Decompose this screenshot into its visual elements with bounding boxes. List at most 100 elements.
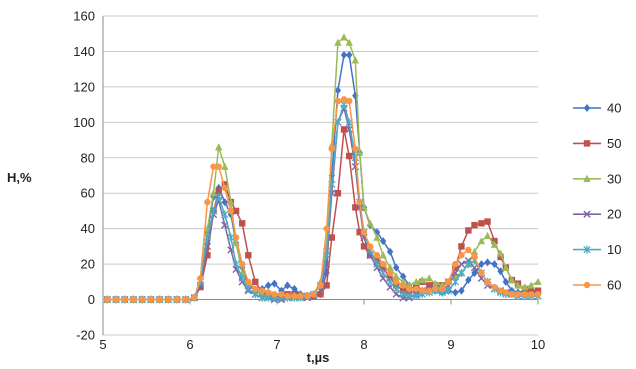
data-point-10 bbox=[405, 292, 413, 301]
data-point-60 bbox=[328, 145, 336, 153]
data-point-60 bbox=[271, 291, 278, 298]
data-point-60 bbox=[432, 285, 439, 293]
data-point-40 bbox=[379, 237, 387, 246]
data-point-60 bbox=[165, 296, 172, 303]
data-point-40 bbox=[399, 272, 407, 281]
data-point-60 bbox=[334, 97, 342, 105]
x-tick-label: 5 bbox=[99, 337, 106, 352]
data-point-50 bbox=[527, 287, 535, 294]
data-point-50 bbox=[197, 283, 204, 291]
x-tick-label: 10 bbox=[531, 337, 545, 352]
data-point-50 bbox=[215, 188, 222, 195]
data-point-60 bbox=[452, 260, 459, 268]
data-point-30 bbox=[527, 281, 535, 289]
data-point-10 bbox=[244, 284, 252, 293]
data-point-30 bbox=[373, 233, 381, 241]
data-point-50 bbox=[360, 243, 368, 250]
data-point-60 bbox=[239, 260, 246, 268]
data-point-30 bbox=[360, 203, 368, 211]
data-point-60 bbox=[527, 291, 535, 298]
data-point-40 bbox=[502, 277, 510, 286]
data-point-60 bbox=[252, 285, 259, 293]
data-point-30 bbox=[379, 251, 387, 259]
series-60 bbox=[104, 96, 542, 303]
data-point-10 bbox=[444, 286, 453, 295]
data-point-60 bbox=[471, 253, 478, 261]
data-point-10 bbox=[227, 233, 235, 242]
data-point-50 bbox=[352, 204, 359, 211]
legend-item-30: 30 bbox=[573, 171, 621, 186]
data-point-60 bbox=[112, 296, 120, 303]
data-point-40 bbox=[478, 260, 485, 269]
data-point-30 bbox=[209, 189, 218, 197]
data-point-20 bbox=[457, 260, 466, 268]
data-point-10 bbox=[203, 233, 212, 242]
data-point-60 bbox=[297, 292, 304, 300]
data-point-40 bbox=[284, 281, 291, 290]
data-point-50 bbox=[221, 181, 228, 188]
data-point-50 bbox=[356, 229, 363, 236]
legend-label: 10 bbox=[607, 242, 621, 257]
legend-label: 60 bbox=[607, 278, 621, 293]
data-point-40 bbox=[334, 86, 342, 95]
legend-marker bbox=[583, 104, 591, 112]
data-point-20 bbox=[355, 203, 364, 212]
y-tick-label: 100 bbox=[73, 115, 95, 130]
data-point-50 bbox=[484, 218, 491, 225]
data-point-10 bbox=[238, 274, 246, 283]
data-point-60 bbox=[352, 145, 359, 153]
data-point-60 bbox=[104, 296, 111, 303]
data-point-30 bbox=[508, 276, 516, 284]
y-tick-label: 0 bbox=[88, 292, 95, 307]
data-point-60 bbox=[502, 289, 510, 296]
data-point-60 bbox=[156, 296, 163, 303]
data-point-10 bbox=[457, 268, 466, 277]
data-point-60 bbox=[386, 269, 394, 277]
data-point-30 bbox=[431, 279, 440, 287]
data-point-60 bbox=[245, 278, 252, 286]
data-point-30 bbox=[351, 56, 359, 64]
data-point-30 bbox=[221, 162, 229, 170]
data-point-30 bbox=[477, 237, 486, 245]
data-point-60 bbox=[291, 292, 298, 300]
data-point-60 bbox=[491, 283, 498, 291]
data-point-60 bbox=[221, 184, 228, 192]
data-point-60 bbox=[445, 278, 452, 286]
data-point-60 bbox=[215, 163, 222, 170]
data-point-60 bbox=[508, 291, 516, 298]
data-point-60 bbox=[138, 296, 146, 303]
data-point-50 bbox=[426, 282, 433, 289]
legend-label: 20 bbox=[607, 207, 621, 222]
data-point-30 bbox=[483, 231, 492, 239]
data-point-60 bbox=[366, 243, 374, 250]
data-point-30 bbox=[418, 276, 426, 284]
y-tick-label: 160 bbox=[73, 9, 95, 24]
legend-item-10: 10 bbox=[573, 242, 621, 257]
data-point-60 bbox=[373, 252, 381, 259]
legend-item-20: 20 bbox=[573, 207, 621, 222]
data-point-60 bbox=[406, 285, 413, 293]
legend-label: 40 bbox=[607, 101, 621, 116]
data-point-10 bbox=[392, 284, 400, 293]
data-point-60 bbox=[278, 291, 285, 298]
data-point-60 bbox=[310, 291, 317, 298]
legend-marker bbox=[583, 245, 591, 254]
data-point-50 bbox=[458, 243, 465, 250]
data-point-10 bbox=[451, 277, 460, 286]
data-point-50 bbox=[204, 252, 211, 259]
data-point-10 bbox=[399, 290, 407, 299]
data-point-60 bbox=[173, 296, 181, 303]
data-point-30 bbox=[470, 247, 479, 255]
data-point-60 bbox=[265, 289, 272, 296]
data-point-60 bbox=[413, 285, 420, 293]
data-point-60 bbox=[356, 198, 363, 206]
x-axis-title: t,µs bbox=[307, 350, 330, 365]
data-point-10 bbox=[221, 210, 229, 219]
data-point-60 bbox=[284, 292, 291, 300]
y-tick-labels: -20 0 20 40 60 80 100 120 140 160 bbox=[73, 9, 95, 343]
data-point-30 bbox=[366, 219, 374, 227]
data-point-60 bbox=[534, 291, 542, 298]
data-point-50 bbox=[245, 252, 252, 259]
data-point-60 bbox=[232, 234, 240, 241]
data-point-60 bbox=[426, 287, 433, 294]
